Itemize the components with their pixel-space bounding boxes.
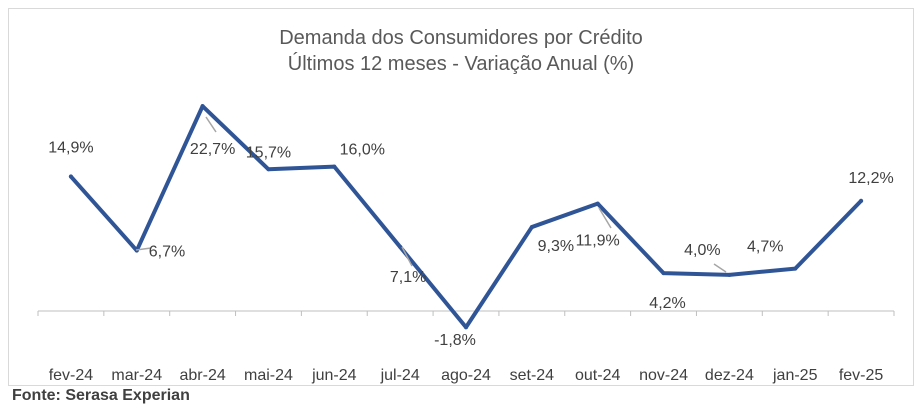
x-tick-label: ago-24 <box>441 367 491 384</box>
x-tick-label: fev-24 <box>49 367 94 384</box>
data-point <box>859 198 864 203</box>
data-label-leader <box>135 247 152 251</box>
data-label: 14,9% <box>48 140 93 157</box>
data-label: 15,7% <box>246 144 291 161</box>
data-label: 11,9% <box>576 233 620 250</box>
x-tick-label: mai-24 <box>244 367 293 384</box>
data-label: 9,3% <box>538 238 574 255</box>
x-tick-label: set-24 <box>510 367 555 384</box>
x-tick-label: out-24 <box>575 367 620 384</box>
x-tick-label: jul-24 <box>380 367 420 384</box>
chart-subtitle: Últimos 12 meses - Variação Anual (%) <box>287 53 635 75</box>
series-line <box>68 104 864 330</box>
data-point <box>332 164 337 169</box>
x-tick-label: fev-25 <box>839 367 884 384</box>
data-label: 4,7% <box>747 239 783 256</box>
data-label-leader <box>598 207 612 229</box>
data-label: 7,1% <box>390 269 426 286</box>
data-label-leader <box>205 116 217 133</box>
x-tick-label: mar-24 <box>111 367 162 384</box>
data-label: 16,0% <box>340 142 385 159</box>
data-label: 4,0% <box>684 242 720 259</box>
data-point <box>464 325 468 330</box>
chart-title: Demanda dos Consumidores por Crédito <box>279 27 643 49</box>
source-note: Fonte: Serasa Experian <box>12 387 190 404</box>
x-tick-label: jan-25 <box>772 367 818 384</box>
data-point <box>793 266 798 271</box>
data-label: 4,2% <box>649 295 685 312</box>
data-point <box>200 104 205 109</box>
data-point <box>398 244 403 249</box>
data-point <box>595 201 600 206</box>
data-point <box>266 167 271 172</box>
data-label: -1,8% <box>434 332 476 349</box>
data-point <box>661 271 666 276</box>
data-label-leader <box>713 263 727 273</box>
data-label: 22,7% <box>190 141 235 158</box>
data-point <box>68 174 73 179</box>
data-label-leader <box>401 246 413 267</box>
data-label: 6,7% <box>149 244 185 261</box>
data-point <box>529 225 534 230</box>
data-label: 12,2% <box>848 170 893 187</box>
x-tick-label: dez-24 <box>705 367 754 384</box>
x-tick-label: nov-24 <box>639 367 688 384</box>
x-tick-label: abr-24 <box>179 367 225 384</box>
x-tick-label: jun-24 <box>311 367 357 384</box>
data-point <box>727 272 732 277</box>
